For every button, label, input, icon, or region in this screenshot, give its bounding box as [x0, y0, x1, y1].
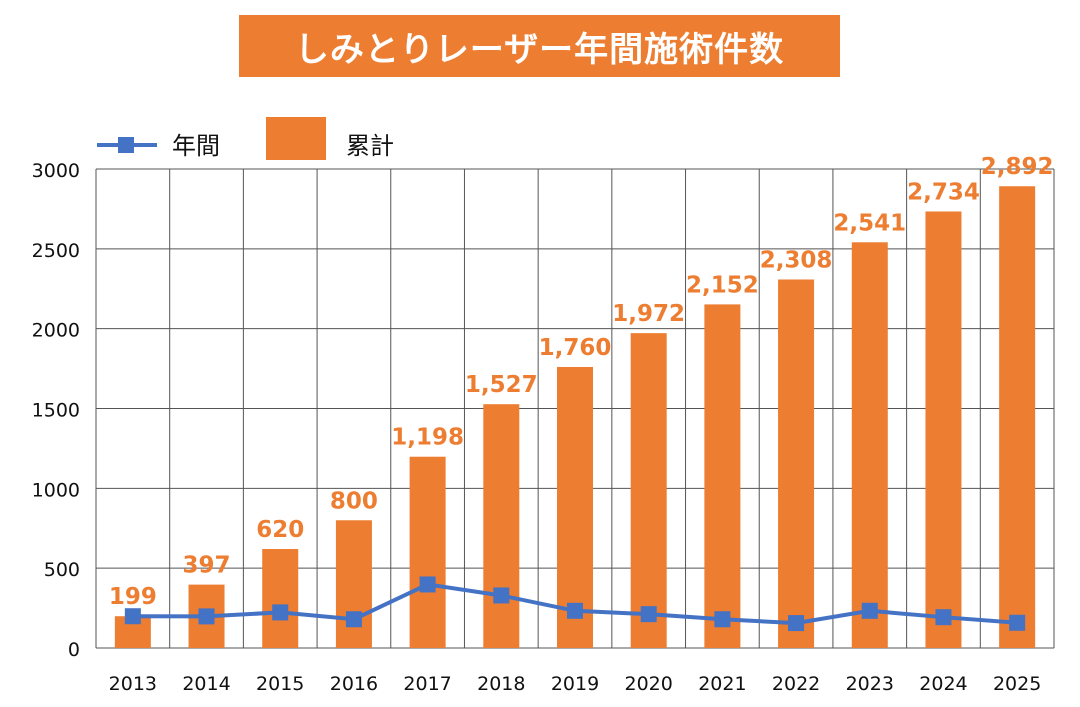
- bar-2016: [335, 520, 372, 648]
- x-tick-label: 2016: [330, 673, 378, 695]
- y-tick-label: 1000: [32, 479, 80, 501]
- x-tick-label: 2013: [109, 673, 157, 695]
- data-label: 397: [183, 553, 231, 579]
- legend-label: 累計: [346, 132, 394, 160]
- y-tick-label: 3000: [32, 160, 80, 182]
- line-marker-2014: [198, 608, 215, 625]
- line-marker-2022: [788, 615, 805, 632]
- line-marker-2025: [1009, 614, 1026, 631]
- x-tick-label: 2017: [403, 673, 451, 695]
- bar-2025: [999, 186, 1036, 648]
- bar-2021: [704, 304, 741, 648]
- chart-title: しみとりレーザー年間施術件数: [239, 15, 840, 77]
- data-label: 2,308: [760, 247, 833, 273]
- x-tick-label: 2022: [772, 673, 820, 695]
- line-marker-2024: [935, 609, 952, 626]
- line-marker-2023: [861, 602, 878, 619]
- y-tick-label: 0: [68, 639, 80, 661]
- bar-2015: [262, 549, 299, 648]
- line-marker-2021: [714, 611, 731, 628]
- x-tick-label: 2025: [993, 673, 1041, 695]
- y-tick-label: 2500: [32, 240, 80, 262]
- data-label: 1,527: [465, 372, 538, 398]
- y-tick-label: 2000: [32, 320, 80, 342]
- y-tick-label: 500: [44, 559, 80, 581]
- line-marker-2015: [272, 604, 289, 621]
- bar-2017: [409, 456, 446, 648]
- line-marker-2018: [493, 587, 510, 604]
- line-marker-2019: [567, 602, 583, 619]
- data-label: 800: [330, 488, 378, 514]
- y-tick-label: 1500: [32, 400, 80, 422]
- x-tick-label: 2019: [551, 673, 599, 695]
- x-tick-label: 2014: [182, 673, 230, 695]
- x-tick-label: 2024: [919, 673, 967, 695]
- data-label: 2,152: [686, 272, 759, 298]
- bar-2019: [557, 366, 593, 648]
- line-marker-2013: [124, 608, 141, 625]
- bar-2018: [483, 404, 520, 648]
- line-marker-2016: [345, 611, 362, 628]
- legend-marker-icon: [118, 137, 134, 153]
- data-label: 2,734: [907, 179, 980, 205]
- legend-bar-swatch: [266, 117, 326, 160]
- legend-label: 年間: [172, 132, 220, 160]
- x-tick-label: 2021: [698, 673, 746, 695]
- data-label: 1,760: [539, 335, 612, 361]
- data-label: 199: [109, 584, 157, 610]
- data-label: 620: [256, 517, 304, 543]
- line-marker-2017: [419, 576, 436, 593]
- data-label: 1,972: [612, 301, 685, 327]
- x-tick-label: 2020: [625, 673, 673, 695]
- data-label: 2,892: [981, 154, 1054, 180]
- bar-2023: [851, 242, 888, 649]
- bar-2022: [778, 279, 815, 648]
- x-tick-label: 2015: [256, 673, 304, 695]
- line-marker-2020: [640, 606, 657, 623]
- data-label: 2,541: [833, 210, 906, 236]
- x-tick-label: 2023: [846, 673, 894, 695]
- bar-2024: [925, 211, 962, 649]
- data-label: 1,198: [391, 425, 464, 451]
- bar-2020: [630, 333, 667, 648]
- x-tick-label: 2018: [477, 673, 525, 695]
